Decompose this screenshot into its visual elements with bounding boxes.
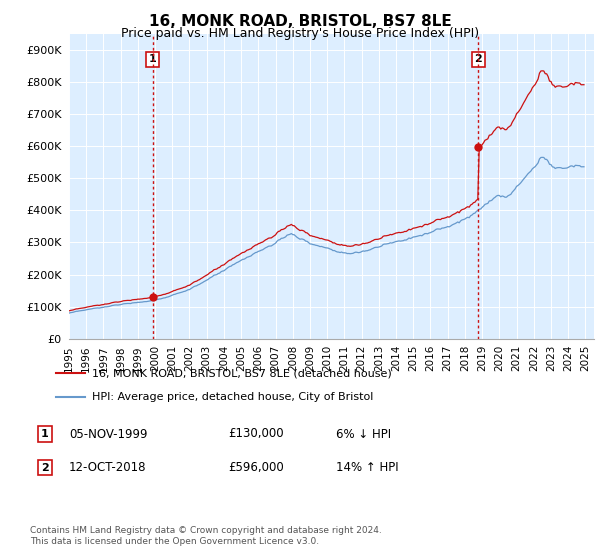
Text: 1: 1 [41,429,49,439]
Text: Price paid vs. HM Land Registry's House Price Index (HPI): Price paid vs. HM Land Registry's House … [121,27,479,40]
Text: 14% ↑ HPI: 14% ↑ HPI [336,461,398,474]
Text: £130,000: £130,000 [228,427,284,441]
Text: 6% ↓ HPI: 6% ↓ HPI [336,427,391,441]
Text: 1: 1 [149,54,157,64]
Text: 16, MONK ROAD, BRISTOL, BS7 8LE: 16, MONK ROAD, BRISTOL, BS7 8LE [149,14,451,29]
Text: 2: 2 [41,463,49,473]
Text: £596,000: £596,000 [228,461,284,474]
Text: 05-NOV-1999: 05-NOV-1999 [69,427,148,441]
Text: Contains HM Land Registry data © Crown copyright and database right 2024.
This d: Contains HM Land Registry data © Crown c… [30,526,382,546]
Text: HPI: Average price, detached house, City of Bristol: HPI: Average price, detached house, City… [92,391,374,402]
Text: 12-OCT-2018: 12-OCT-2018 [69,461,146,474]
Text: 2: 2 [475,54,482,64]
Text: 16, MONK ROAD, BRISTOL, BS7 8LE (detached house): 16, MONK ROAD, BRISTOL, BS7 8LE (detache… [92,368,392,379]
